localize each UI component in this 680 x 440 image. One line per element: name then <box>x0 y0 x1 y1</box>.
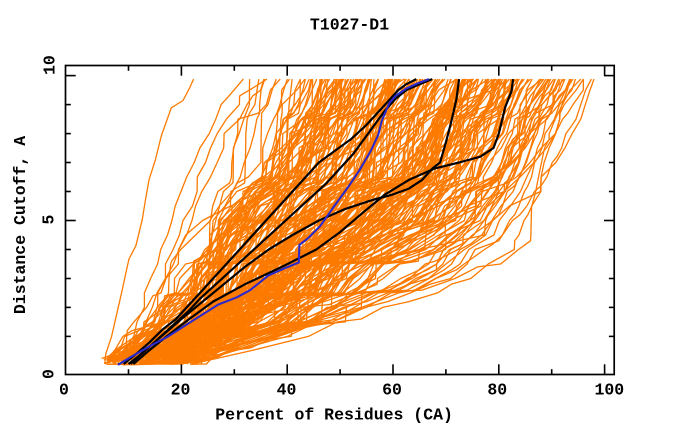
svg-text:0: 0 <box>59 381 69 400</box>
svg-text:40: 40 <box>277 381 297 400</box>
svg-text:5: 5 <box>40 215 59 225</box>
svg-text:60: 60 <box>382 381 402 400</box>
svg-text:20: 20 <box>171 381 191 400</box>
svg-text:Percent of Residues (CA): Percent of Residues (CA) <box>215 406 453 425</box>
svg-text:100: 100 <box>594 381 624 400</box>
svg-text:10: 10 <box>41 55 60 75</box>
svg-text:80: 80 <box>487 381 507 400</box>
svg-text:0: 0 <box>40 369 59 379</box>
svg-text:Distance Cutoff, A: Distance Cutoff, A <box>11 136 30 314</box>
svg-text:T1027-D1: T1027-D1 <box>310 16 389 35</box>
